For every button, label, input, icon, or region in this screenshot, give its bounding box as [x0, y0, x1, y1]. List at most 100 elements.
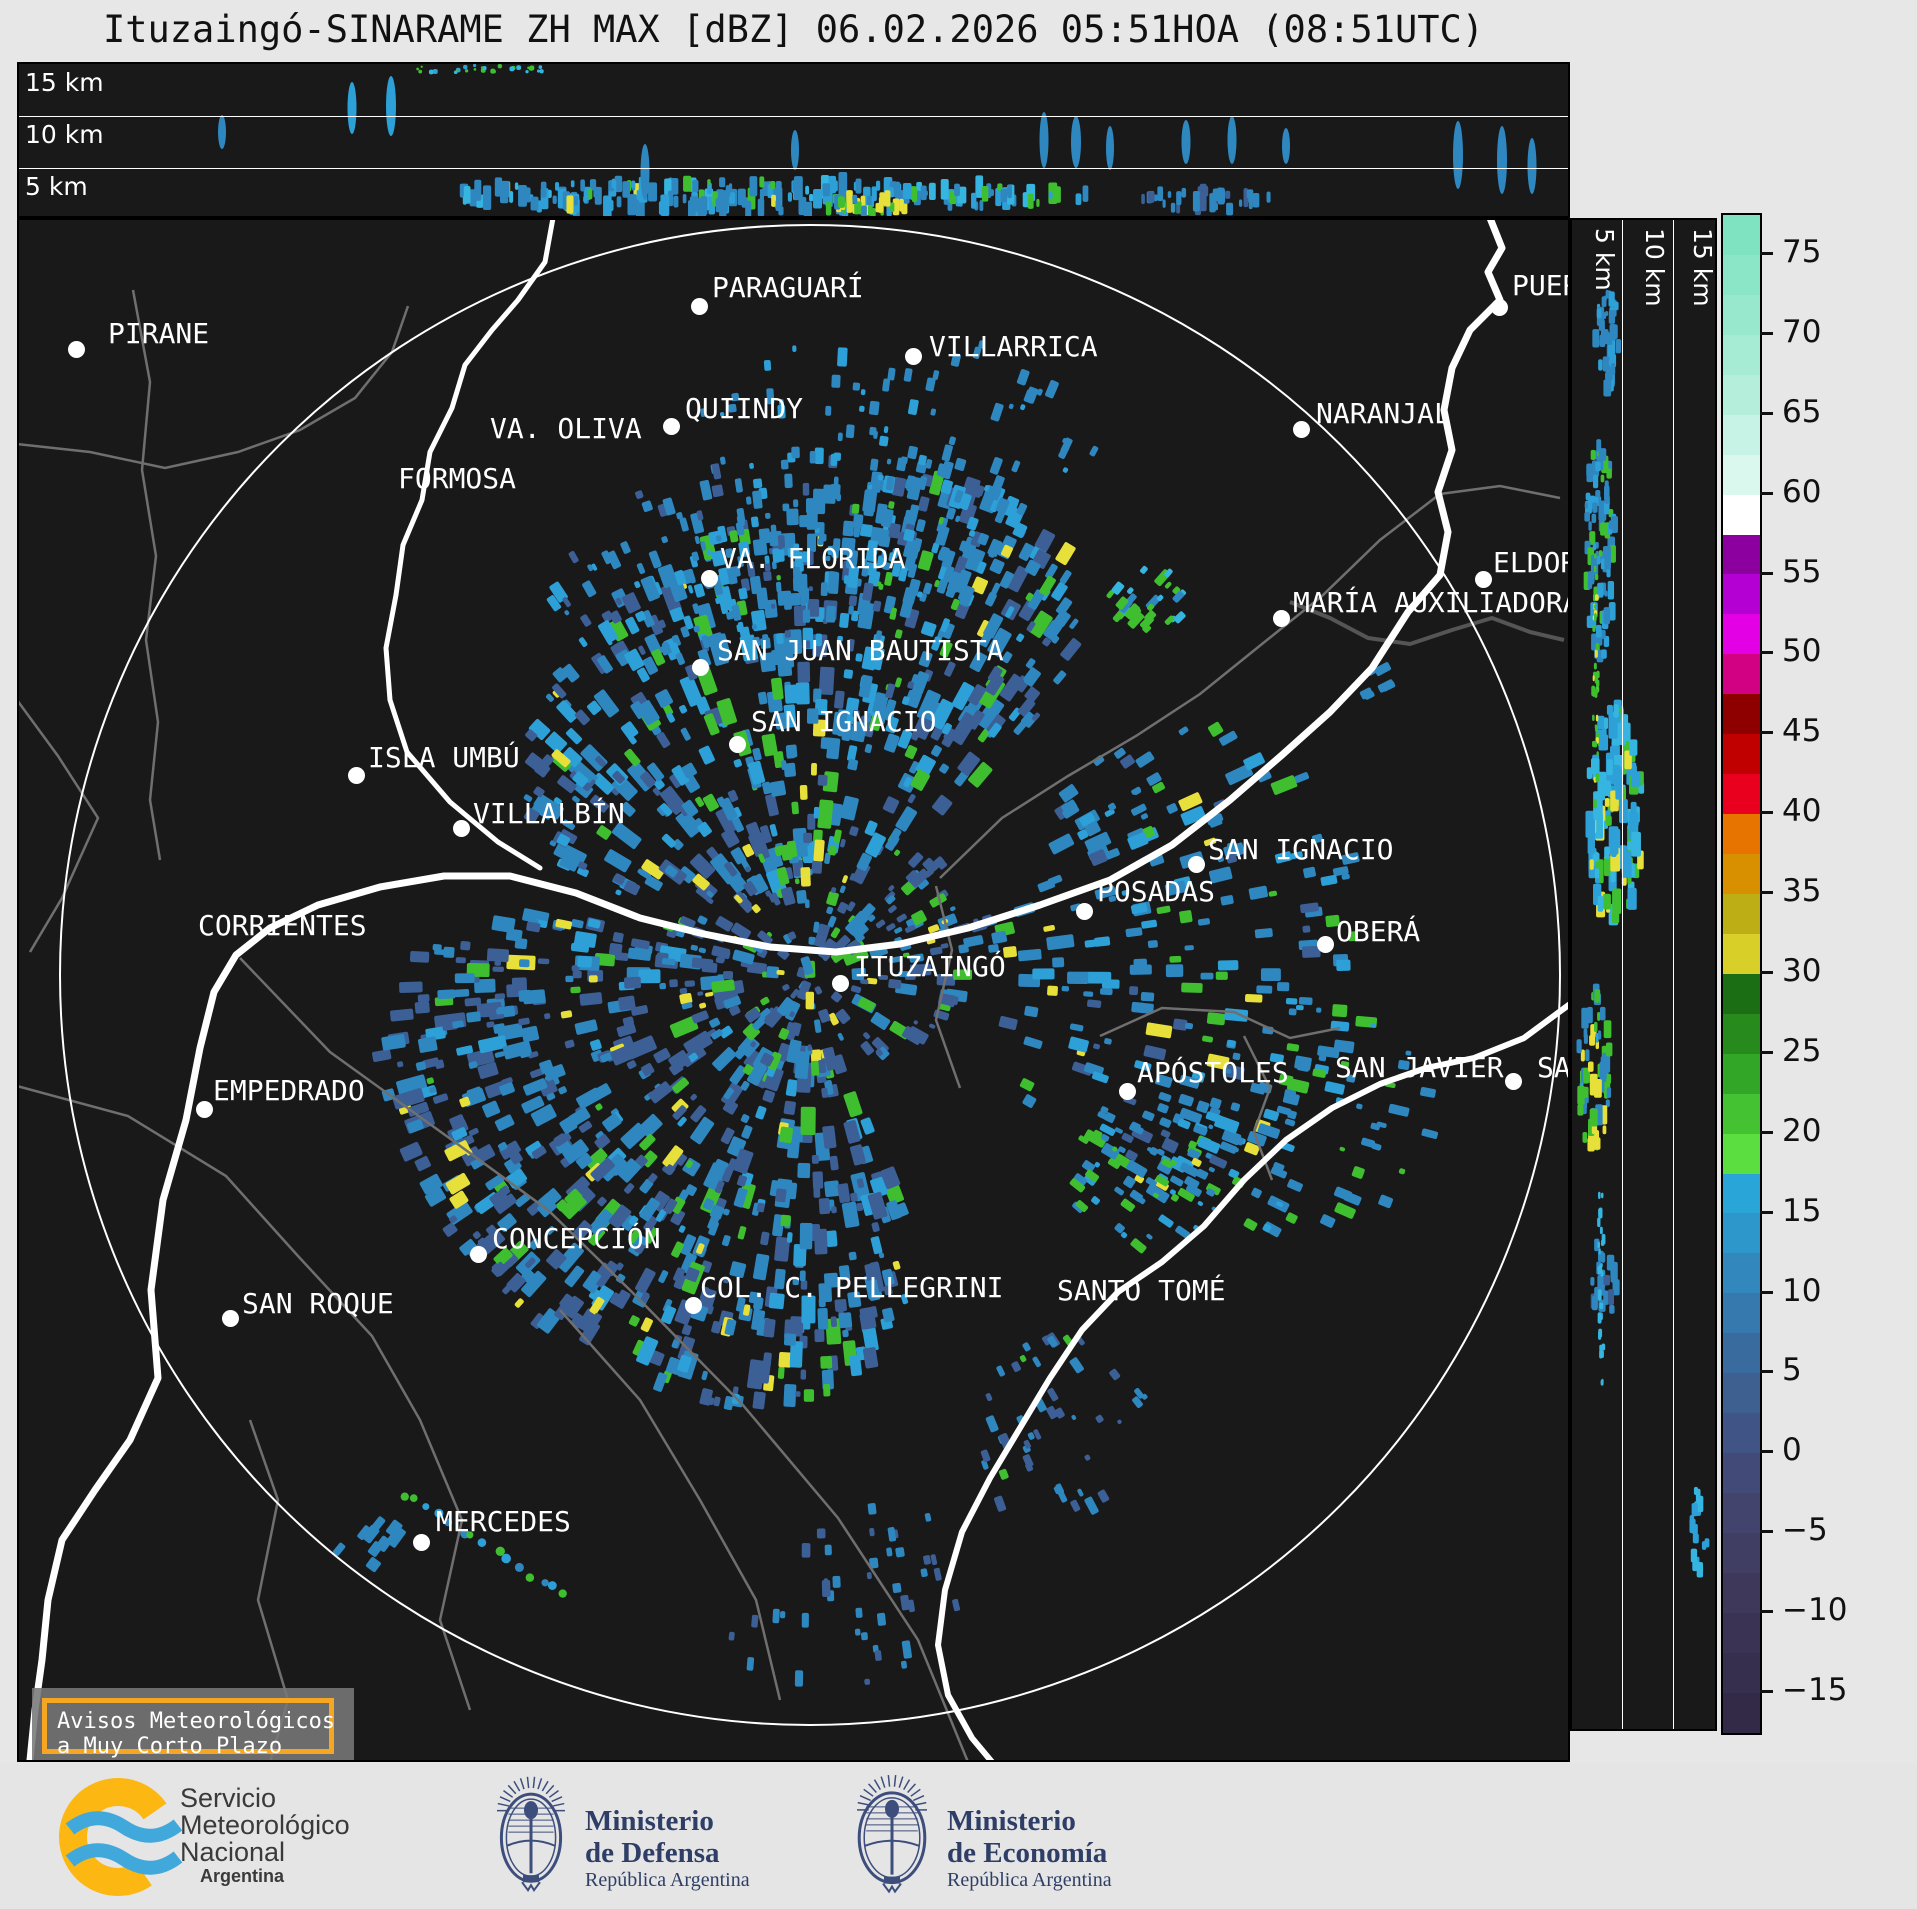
- echo-cell: [1130, 1121, 1141, 1131]
- echo-cell: [1589, 531, 1596, 545]
- echo-cell: [614, 175, 623, 193]
- echo-cell: [1028, 610, 1053, 638]
- echo-cell: [1016, 502, 1028, 516]
- echo-cell: [918, 651, 933, 668]
- echo-cell: [1343, 1191, 1362, 1206]
- colorbar-segment: [1723, 933, 1760, 974]
- echo-cell: [859, 524, 873, 537]
- echo-cell: [811, 860, 823, 874]
- echo-cell: [979, 199, 984, 212]
- echo-cell: [968, 762, 993, 788]
- echo-cell: [561, 747, 583, 768]
- echo-cell: [565, 975, 574, 983]
- echo-cell: [731, 922, 752, 941]
- echo-cell: [784, 630, 792, 638]
- echo-cell: [871, 186, 877, 202]
- echo-cell: [849, 1144, 866, 1166]
- echo-cell: [759, 176, 765, 188]
- echo-cell: [1606, 1087, 1612, 1098]
- echo-cell: [680, 1252, 697, 1274]
- echo-cell: [1144, 610, 1157, 623]
- echo-cell: [684, 980, 695, 987]
- echo-cell: [1172, 591, 1185, 603]
- echo-cell: [897, 729, 913, 749]
- echo-cell: [907, 563, 918, 578]
- echo-cell: [1207, 721, 1224, 737]
- echo-cell: [1278, 1074, 1294, 1087]
- echo-cell: [1104, 1038, 1112, 1045]
- echo-cell: [480, 1003, 498, 1018]
- echo-cell: [1611, 842, 1617, 857]
- echo-cell: [996, 1365, 1005, 1377]
- echo-cell: [452, 1020, 464, 1029]
- echo-cell: [681, 1324, 692, 1336]
- echo-cell: [890, 202, 895, 212]
- echo-cell: [930, 698, 955, 730]
- echo-cell: [1276, 1105, 1292, 1116]
- echo-cell: [842, 1329, 849, 1338]
- echo-cell: [1003, 946, 1017, 958]
- echo-cell: [1577, 1104, 1584, 1116]
- echo-cell: [486, 1021, 495, 1028]
- echo-cell: [802, 609, 811, 623]
- echo-cell: [799, 562, 804, 572]
- echo-cell: [797, 661, 811, 683]
- echo-cell: [751, 1614, 759, 1628]
- echo-cell: [705, 991, 714, 997]
- echo-cell: [604, 849, 632, 873]
- echo-cell: [1248, 885, 1268, 900]
- echo-cell: [789, 1341, 803, 1368]
- echo-cell: [1067, 971, 1089, 985]
- echo-cell: [1268, 890, 1278, 897]
- echo-cell: [803, 201, 813, 216]
- echo-cell: [1338, 1041, 1351, 1049]
- echo-column: [1497, 126, 1507, 194]
- echo-cell: [1603, 893, 1611, 910]
- echo-cell: [928, 856, 945, 872]
- echo-cell: [1341, 852, 1360, 865]
- echo-cell: [1595, 1040, 1600, 1050]
- echo-cell: [612, 932, 624, 943]
- echo-cell: [603, 195, 612, 216]
- echo-cell: [575, 1152, 593, 1169]
- colorbar-tick: [1760, 491, 1773, 495]
- echo-cell: [797, 1162, 811, 1179]
- echo-cell: [1599, 1344, 1602, 1352]
- echo-cell: [464, 69, 469, 73]
- city-dot: [1475, 571, 1492, 588]
- city-label: APÓSTOLES: [1137, 1056, 1289, 1089]
- city-label: SAN IGNACIO: [1208, 833, 1394, 866]
- echo-cell: [1336, 959, 1351, 971]
- echo-cell: [1047, 985, 1058, 996]
- echo-cell: [1126, 1160, 1148, 1178]
- echo-cell: [815, 633, 822, 647]
- echo-cell: [1160, 1129, 1171, 1138]
- city-label: COL. C. PELLEGRINI: [700, 1271, 1004, 1304]
- echo-cell: [679, 517, 689, 532]
- echo-cell: [898, 970, 911, 977]
- echo-cell: [1169, 955, 1182, 963]
- echo-cell: [688, 1052, 699, 1063]
- echo-cell: [527, 1201, 542, 1216]
- echo-cell: [514, 1562, 524, 1572]
- echo-cell: [953, 969, 973, 980]
- echo-cell: [735, 1297, 746, 1312]
- echo-cell: [1594, 1021, 1598, 1033]
- echo-cell: [1592, 474, 1599, 489]
- echo-cell: [1592, 625, 1596, 632]
- echo-cell: [1120, 754, 1135, 769]
- echo-cell: [944, 661, 956, 677]
- echo-cell: [828, 845, 837, 856]
- echo-cell: [870, 458, 879, 471]
- echo-cell: [718, 949, 731, 960]
- echo-cell: [771, 677, 784, 700]
- echo-cell: [712, 1047, 737, 1072]
- echo-cell: [793, 499, 799, 508]
- colorbar-segment: [1723, 734, 1760, 775]
- echo-cell: [1601, 1343, 1606, 1351]
- colorbar-tick-label: 5: [1782, 1352, 1802, 1389]
- echo-cell: [806, 708, 819, 724]
- echo-cell: [1598, 1191, 1601, 1200]
- echo-cell: [582, 1270, 602, 1292]
- echo-cell: [848, 605, 854, 615]
